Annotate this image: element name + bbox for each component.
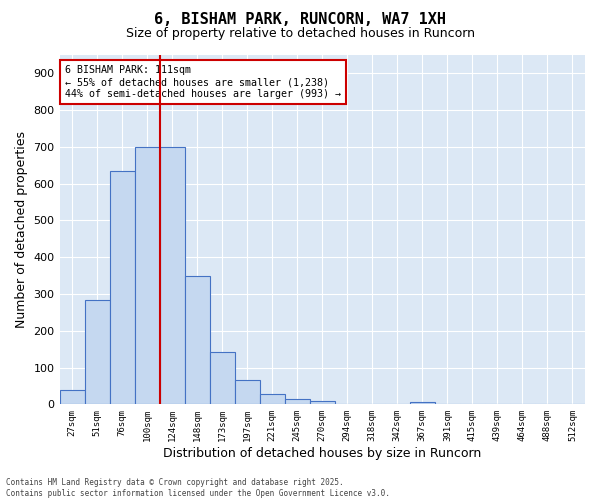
Bar [235,380,260,404]
Bar [110,171,134,404]
Bar [410,402,435,404]
Bar [209,352,235,405]
Bar [160,147,185,405]
Y-axis label: Number of detached properties: Number of detached properties [15,131,28,328]
Bar [285,399,310,404]
Bar [85,300,110,405]
Bar [134,147,160,405]
Text: Contains HM Land Registry data © Crown copyright and database right 2025.
Contai: Contains HM Land Registry data © Crown c… [6,478,390,498]
Bar [185,276,209,404]
Text: 6 BISHAM PARK: 111sqm
← 55% of detached houses are smaller (1,238)
44% of semi-d: 6 BISHAM PARK: 111sqm ← 55% of detached … [65,66,341,98]
Bar [59,390,85,404]
Bar [260,394,285,404]
Text: Size of property relative to detached houses in Runcorn: Size of property relative to detached ho… [125,28,475,40]
Text: 6, BISHAM PARK, RUNCORN, WA7 1XH: 6, BISHAM PARK, RUNCORN, WA7 1XH [154,12,446,28]
Bar [310,400,335,404]
X-axis label: Distribution of detached houses by size in Runcorn: Distribution of detached houses by size … [163,447,481,460]
